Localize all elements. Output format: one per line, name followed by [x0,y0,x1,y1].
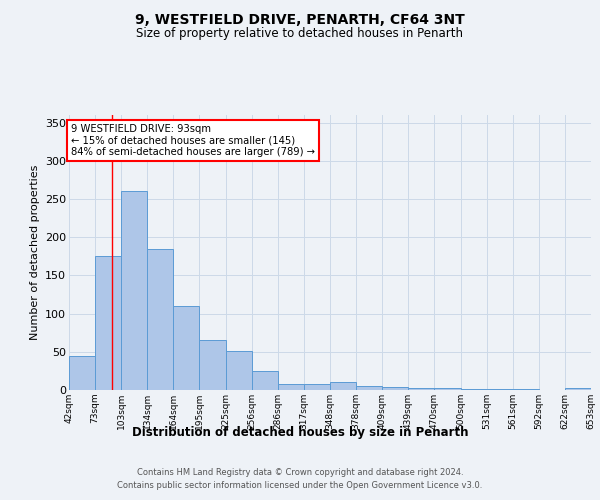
Bar [278,384,304,390]
Text: 9 WESTFIELD DRIVE: 93sqm
← 15% of detached houses are smaller (145)
84% of semi-: 9 WESTFIELD DRIVE: 93sqm ← 15% of detach… [71,124,314,158]
Bar [173,306,199,390]
Y-axis label: Number of detached properties: Number of detached properties [29,165,40,340]
Bar [434,388,461,390]
Bar [95,256,121,390]
Bar [408,388,434,390]
Bar [148,248,173,390]
Bar [69,356,95,390]
Bar [513,389,539,390]
Text: Contains HM Land Registry data © Crown copyright and database right 2024.: Contains HM Land Registry data © Crown c… [137,468,463,477]
Bar [356,386,382,390]
Text: Distribution of detached houses by size in Penarth: Distribution of detached houses by size … [132,426,468,439]
Bar [304,384,330,390]
Bar [382,387,409,390]
Bar [199,340,226,390]
Bar [252,371,278,390]
Bar [565,388,591,390]
Bar [330,382,356,390]
Text: 9, WESTFIELD DRIVE, PENARTH, CF64 3NT: 9, WESTFIELD DRIVE, PENARTH, CF64 3NT [135,12,465,26]
Bar [487,389,512,390]
Text: Contains public sector information licensed under the Open Government Licence v3: Contains public sector information licen… [118,482,482,490]
Bar [226,351,252,390]
Text: Size of property relative to detached houses in Penarth: Size of property relative to detached ho… [137,28,464,40]
Bar [461,389,487,390]
Bar [121,192,148,390]
